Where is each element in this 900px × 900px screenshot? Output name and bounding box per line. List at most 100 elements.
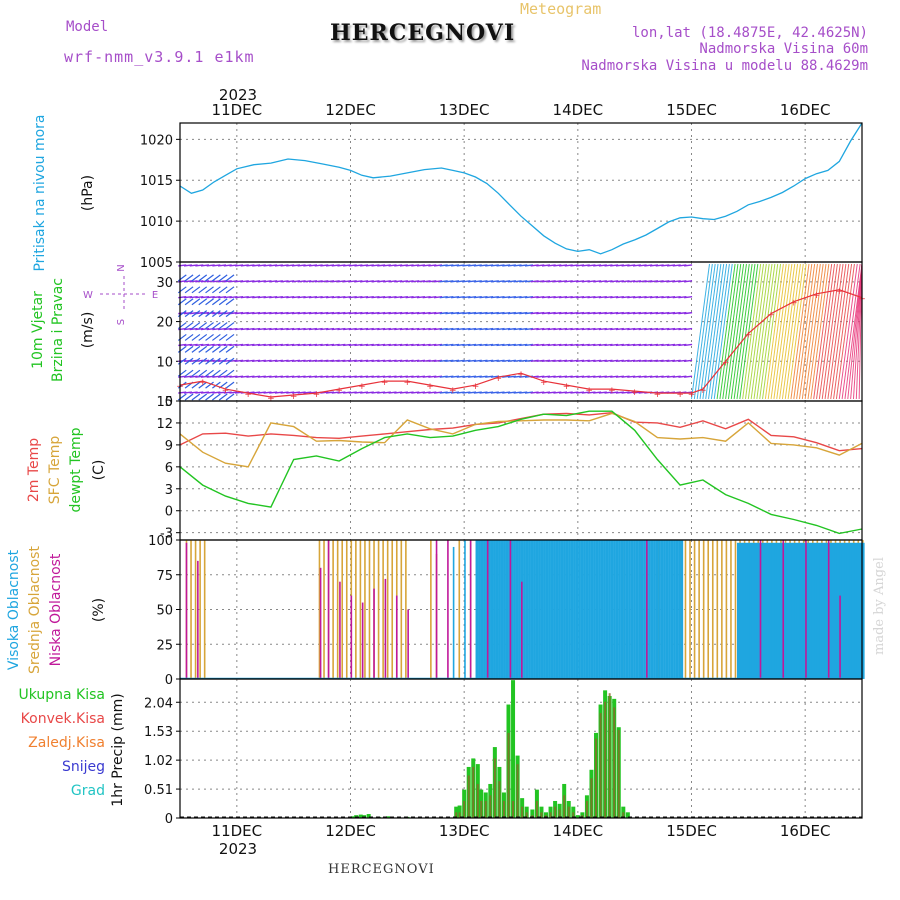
axis-label: (hPa): [80, 175, 96, 211]
wind-barb: [615, 359, 624, 362]
wind-barb: [394, 391, 403, 394]
wind-barb: [439, 391, 448, 394]
wind-barb: [411, 359, 420, 362]
wind-barb: [297, 264, 306, 267]
cloud-high-bar: [791, 542, 795, 679]
precip-conv-bar: [512, 800, 515, 818]
wind-barb: [297, 359, 306, 362]
wind-barb: [320, 327, 329, 331]
wind-barb: [627, 327, 636, 331]
wind-barb: [206, 343, 215, 347]
cloud-high-bar: [635, 540, 639, 679]
wind-barb: [354, 311, 363, 315]
wind-barb: [189, 391, 198, 394]
y-tick-label: 1005: [140, 256, 173, 271]
wind-hatch: [722, 263, 742, 400]
wind-barb: [445, 391, 454, 394]
wind-barb: [200, 296, 210, 299]
cloud-high-bar: [620, 540, 624, 679]
precip-conv-bar: [590, 778, 593, 818]
wind-barb: [416, 311, 426, 315]
cloud-mid-bar: [391, 540, 394, 679]
wind-barb: [433, 359, 443, 362]
wind-barb: [206, 391, 215, 394]
wind-barb: [598, 311, 607, 315]
wind-barb: [308, 359, 318, 362]
wind-barb: [468, 264, 477, 267]
wind-barb: [212, 274, 221, 282]
wind-barb: [428, 359, 437, 362]
cloud-low-bar: [486, 540, 489, 679]
cloud-high-bar: [784, 542, 788, 679]
wind-barb: [502, 375, 511, 378]
wind-barb: [198, 357, 208, 365]
wind-barb: [672, 359, 681, 362]
cloud-high-bar: [515, 540, 519, 679]
wind-barb: [394, 375, 403, 378]
wind-barb: [490, 280, 499, 283]
precip-conv-bar: [521, 806, 524, 818]
wind-hatch: [716, 263, 736, 400]
wind-barb: [360, 343, 369, 347]
wind-barb: [547, 343, 556, 347]
wind-barb: [229, 391, 238, 394]
wind-barb: [189, 375, 198, 378]
wind-speed-marker: +: [631, 388, 639, 398]
axis-label: Pritisak na nivou mora: [32, 114, 48, 271]
wind-hatch: [705, 263, 725, 400]
cloud-high-bar: [590, 540, 594, 679]
wind-barb: [286, 375, 295, 378]
wind-barb: [218, 369, 228, 377]
wind-barb: [331, 343, 340, 347]
wind-hatch: [762, 263, 782, 400]
wind-barb: [198, 345, 208, 353]
wind-barb: [217, 343, 227, 347]
cloud-high-bar: [814, 542, 818, 679]
wind-barb: [280, 375, 289, 378]
wind-barb: [286, 311, 295, 315]
wind-barb: [183, 391, 193, 394]
wind-barb: [394, 280, 403, 283]
wind-barb: [615, 327, 624, 331]
wind-barb: [661, 327, 670, 331]
wind-barb: [348, 280, 357, 283]
wind-barb: [303, 359, 312, 362]
wind-barb: [576, 343, 585, 347]
wind-barb: [269, 375, 278, 378]
wind-barb: [235, 280, 244, 283]
wind-barb: [191, 381, 201, 389]
wind-barb: [212, 391, 221, 394]
wind-barb: [553, 296, 562, 299]
wind-barb: [684, 343, 693, 347]
wind-barb: [198, 369, 208, 377]
wind-barb: [252, 327, 261, 331]
wind-barb: [570, 264, 579, 267]
wind-barb: [303, 391, 312, 394]
wind-barb: [205, 357, 214, 365]
wind-barb: [325, 343, 335, 347]
axis-label: (m/s): [80, 312, 96, 349]
wind-barb: [263, 280, 272, 283]
cloud-low-bar: [373, 588, 375, 679]
cloud-high-bar: [736, 542, 740, 679]
wind-barb: [445, 343, 454, 347]
wind-barb: [433, 343, 443, 347]
wind-barb: [218, 357, 228, 365]
date-label-top: 12DEC: [325, 101, 376, 119]
wind-barb: [320, 375, 329, 378]
cloud-high-bar: [585, 540, 589, 679]
wind-speed-marker: +: [790, 299, 798, 309]
wind-barb: [456, 327, 465, 331]
wind-barb: [581, 359, 590, 362]
y-tick-label: 0: [165, 395, 173, 410]
wind-barb: [218, 345, 228, 353]
wind-barb: [450, 375, 460, 378]
wind-barb: [649, 375, 659, 378]
wind-barb: [530, 391, 539, 394]
wind-barb: [212, 286, 221, 294]
wind-barb: [439, 280, 448, 283]
wind-barb: [462, 343, 471, 347]
wind-barb: [252, 343, 261, 347]
cloud-high-bar: [610, 540, 614, 679]
cloud-mid-bar: [698, 540, 700, 679]
